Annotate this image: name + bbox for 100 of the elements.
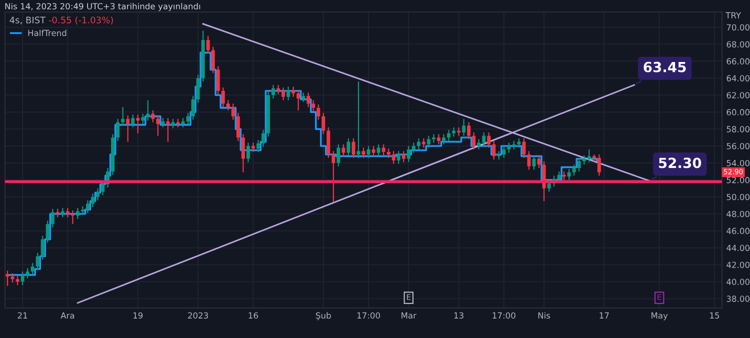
candlestick bbox=[522, 138, 526, 158]
candlestick bbox=[567, 168, 571, 180]
legend-label: HalfTrend bbox=[28, 30, 66, 36]
candlestick bbox=[26, 268, 30, 279]
candlestick bbox=[136, 114, 140, 134]
candlestick bbox=[487, 132, 491, 148]
candlestick bbox=[322, 112, 326, 135]
candlestick bbox=[457, 126, 461, 136]
y-tick-label: 52.00 bbox=[726, 176, 750, 184]
candlestick bbox=[181, 117, 185, 128]
candlestick bbox=[30, 262, 34, 276]
candlestick bbox=[422, 138, 426, 148]
candlestick bbox=[50, 208, 54, 228]
candlestick bbox=[362, 147, 366, 158]
candlestick bbox=[256, 140, 260, 152]
x-tick-label: 17 bbox=[600, 312, 609, 318]
candlestick bbox=[597, 154, 601, 176]
candlestick bbox=[76, 207, 80, 220]
candlestick bbox=[221, 86, 225, 108]
candlestick bbox=[40, 235, 44, 260]
candlestick bbox=[141, 113, 145, 125]
x-tick-label: Şub bbox=[316, 312, 331, 320]
y-tick-label: 62.00 bbox=[726, 92, 750, 98]
candlestick bbox=[452, 126, 456, 138]
candlestick bbox=[286, 86, 290, 101]
x-tick-label: 16 bbox=[248, 312, 258, 319]
candlestick bbox=[241, 134, 245, 173]
candlestick bbox=[251, 142, 255, 152]
candlestick bbox=[462, 118, 466, 136]
candlestick bbox=[96, 188, 100, 201]
candlestick bbox=[326, 126, 330, 158]
x-tick-label: 21 bbox=[18, 312, 28, 318]
y-tick-label: 64.00 bbox=[726, 75, 750, 82]
candlestick bbox=[20, 270, 24, 286]
candlestick bbox=[577, 157, 581, 172]
y-tick-label: 70.00 bbox=[726, 24, 750, 31]
candlestick bbox=[131, 114, 135, 128]
candlestick bbox=[527, 150, 531, 170]
y-tick-label: 56.00 bbox=[726, 142, 750, 150]
candlestick bbox=[60, 207, 64, 218]
candlestick bbox=[126, 114, 130, 142]
candlestick bbox=[10, 272, 14, 284]
candlestick bbox=[261, 129, 265, 148]
x-tick-label: Nis bbox=[538, 312, 550, 319]
x-tick-label: May bbox=[652, 312, 668, 320]
y-tick-label: 58.00 bbox=[726, 126, 750, 132]
x-tick-label: Mar bbox=[402, 312, 416, 319]
candlestick bbox=[386, 148, 390, 158]
candlestick bbox=[236, 112, 240, 142]
candlestick bbox=[151, 110, 155, 123]
y-tick-label: 54.00 bbox=[726, 160, 750, 166]
candlestick bbox=[502, 145, 506, 158]
candlestick bbox=[196, 74, 200, 104]
x-tick-label: 2023 bbox=[188, 312, 208, 319]
candlestick bbox=[156, 114, 160, 136]
candlestick bbox=[372, 145, 376, 157]
candlestick bbox=[412, 142, 416, 154]
x-tick-label: 13 bbox=[454, 312, 464, 319]
candlestick bbox=[90, 192, 94, 208]
x-tick-label: 15 bbox=[710, 312, 720, 319]
candlestick bbox=[66, 207, 70, 218]
candlestick bbox=[16, 275, 20, 286]
y-tick-label: 38.00 bbox=[726, 296, 750, 302]
candlestick bbox=[86, 200, 90, 214]
candlestick bbox=[282, 86, 286, 101]
x-tick-label: Ara bbox=[60, 312, 74, 319]
candlestick bbox=[316, 104, 320, 120]
candlestick bbox=[587, 148, 591, 163]
x-tick-label: 17:00 bbox=[492, 312, 516, 319]
candlestick bbox=[537, 154, 541, 169]
candlestick bbox=[406, 145, 410, 163]
candlestick bbox=[211, 46, 215, 74]
y-tick-label: 68.00 bbox=[726, 41, 750, 48]
candlestick bbox=[336, 144, 340, 167]
candlestick bbox=[366, 145, 370, 158]
candlestick bbox=[292, 86, 296, 98]
candlestick bbox=[416, 138, 420, 150]
y-tick-label: 60.00 bbox=[726, 109, 750, 116]
candlestick bbox=[472, 132, 476, 150]
candlestick bbox=[507, 142, 511, 154]
candlestick bbox=[246, 142, 250, 163]
x-tick-label: 19 bbox=[133, 312, 143, 319]
candlestick bbox=[6, 270, 10, 287]
y-tick-label: 44.00 bbox=[726, 244, 750, 252]
candlestick bbox=[426, 135, 430, 148]
candlestick bbox=[382, 144, 386, 156]
candlestick bbox=[231, 103, 235, 120]
candlestick bbox=[186, 112, 190, 126]
candlestick bbox=[396, 150, 400, 164]
candlestick bbox=[161, 117, 165, 128]
candlestick bbox=[80, 206, 84, 216]
annotation: 63.45 bbox=[644, 62, 686, 72]
candlestick bbox=[392, 150, 396, 164]
text: Nis 14, 2023 20:49 UTC+3 tarihinde yayınlandı bbox=[5, 2, 200, 12]
candlestick bbox=[467, 122, 471, 140]
candlestick bbox=[442, 134, 446, 145]
chart-title: 4s, BIST bbox=[10, 16, 46, 24]
candlestick bbox=[191, 95, 195, 120]
candlestick bbox=[46, 220, 50, 244]
candlestick bbox=[302, 92, 306, 102]
